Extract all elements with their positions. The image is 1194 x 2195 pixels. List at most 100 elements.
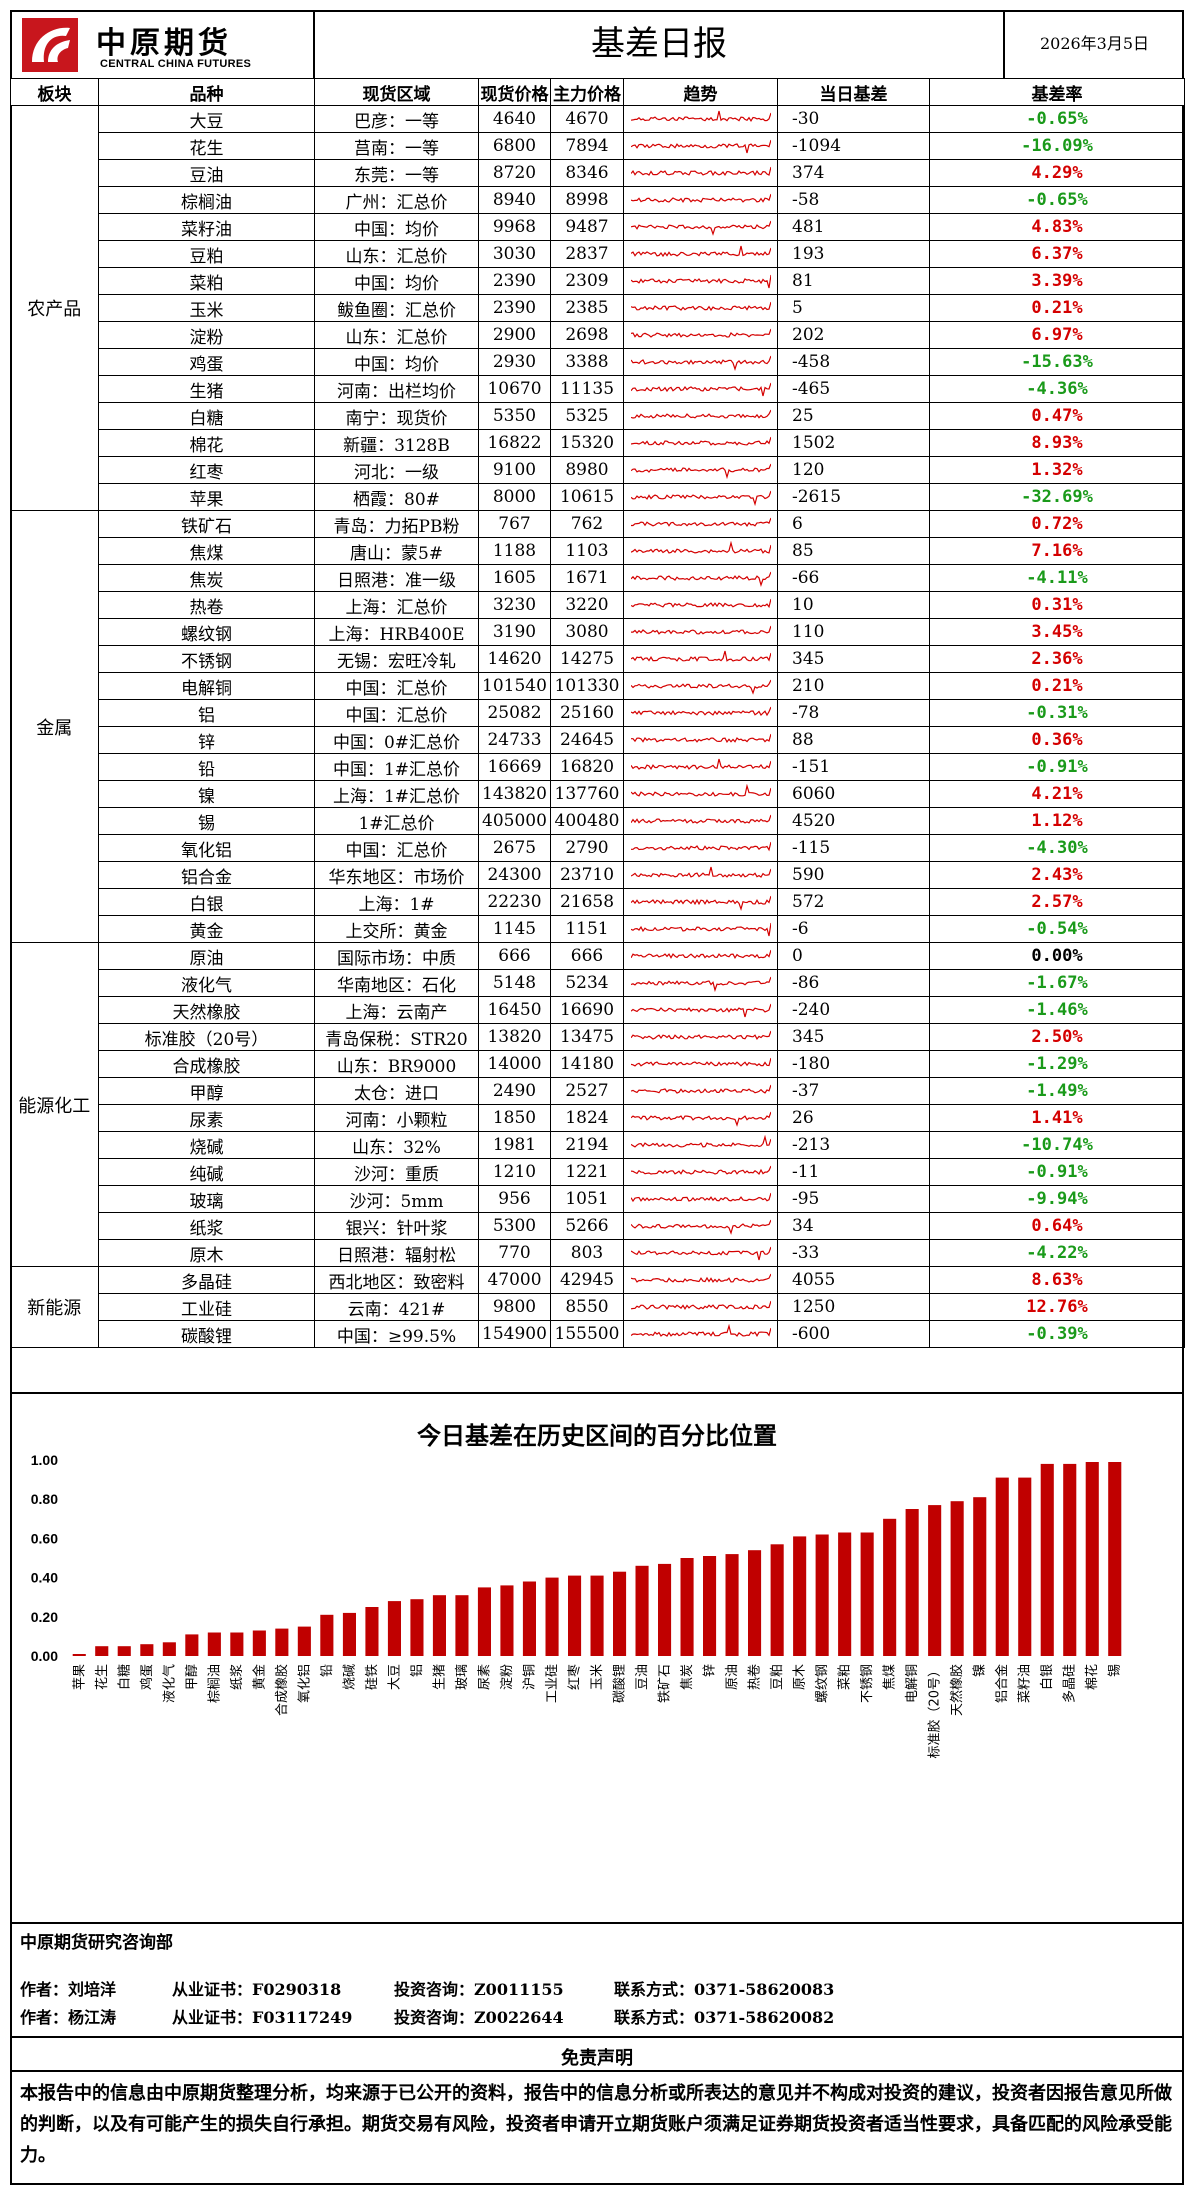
basis-rate-cell: -1.29% (929, 1050, 1185, 1078)
footer-divider (10, 1922, 1184, 1924)
trend-line (630, 1165, 771, 1175)
trend-line (630, 733, 771, 744)
spot-price-cell: 101540 (478, 672, 551, 700)
table-row: 玉米 鲅鱼圈：汇总价 2390 2385 5 0.21% (11, 294, 1185, 322)
trend-sparkline (630, 1057, 771, 1067)
table-row: 铅中国：1#汇总价 16669 16820 -151 -0.91% (11, 753, 1185, 781)
variety-cell: 黄金 (98, 915, 315, 943)
chart-bar (703, 1556, 717, 1656)
chart-bar (320, 1614, 334, 1656)
trend-sparkline (630, 571, 771, 587)
basis-cell: 193 (777, 240, 930, 268)
col-header-main: 主力价格 (550, 78, 624, 106)
y-tick-label: 1.00 (31, 1452, 58, 1468)
trend-sparkline (630, 220, 771, 236)
region-cell: 莒南：一等 (314, 132, 479, 160)
region-cell: 华南地区：石化 (314, 969, 479, 997)
main-price-cell: 1103 (550, 537, 624, 565)
trend-sparkline (630, 541, 771, 554)
table-row: 棕榈油 广州：汇总价 8940 8998 -58 -0.65% (11, 186, 1185, 214)
basis-cell: -213 (777, 1131, 930, 1159)
main-price-cell: 101330 (550, 672, 624, 700)
basis-rate-cell: 8.63% (929, 1266, 1185, 1294)
trend-cell (623, 888, 778, 916)
basis-cell: -37 (777, 1077, 930, 1105)
basis-rate-cell: -1.46% (929, 996, 1185, 1024)
variety-cell: 纯碱 (98, 1158, 315, 1186)
report-date: 2026年3月5日 (1039, 34, 1150, 53)
trend-cell (623, 402, 778, 430)
table-row: 豆粕 山东：汇总价 3030 2837 193 6.37% (11, 240, 1185, 268)
trend-cell (623, 807, 778, 835)
logo-text-cn: 中原期货 (96, 26, 232, 61)
spot-price-cell: 2930 (478, 348, 551, 376)
main-price-cell: 14180 (550, 1050, 624, 1078)
variety-cell: 白糖 (98, 402, 315, 430)
spot-price-cell: 24300 (478, 861, 551, 889)
x-tick-label: 菜籽油 (1018, 1664, 1033, 1703)
x-tick-label: 生猪 (432, 1664, 447, 1690)
disclaimer-title: 免责声明 (561, 2048, 633, 2069)
trend-sparkline (630, 949, 771, 959)
trend-line (630, 220, 771, 236)
x-tick-label: 烧碱 (342, 1664, 357, 1690)
basis-cell: 4520 (777, 807, 930, 835)
col-header-variety: 品种 (98, 78, 315, 106)
x-tick-label: 液化气 (161, 1664, 177, 1703)
trend-sparkline (630, 436, 771, 446)
trend-cell (623, 1266, 778, 1294)
chart-bar (252, 1630, 266, 1656)
region-cell: 山东：BR9000 (314, 1050, 479, 1078)
chart-bar (387, 1601, 401, 1656)
variety-cell: 锡 (98, 807, 315, 835)
basis-rate-cell: -15.63% (929, 348, 1185, 376)
variety-cell: 热卷 (98, 591, 315, 619)
y-tick-label: 0.20 (31, 1609, 58, 1625)
disclaimer-text: 本报告中的信息由中原期货整理分析，均来源于已公开的资料，报告中的信息分析或所表达… (20, 2083, 1172, 2166)
basis-rate-cell: 2.43% (929, 861, 1185, 889)
table-row: 合成橡胶 山东：BR9000 14000 14180 -180 -1.29% (11, 1050, 1185, 1078)
trend-cell (623, 105, 778, 133)
variety-cell: 碳酸锂 (98, 1320, 315, 1348)
basis-cell: -95 (777, 1185, 930, 1213)
trend-sparkline (630, 679, 771, 695)
chart-title: 今日基差在历史区间的百分比位置 (417, 1422, 777, 1450)
trend-line (630, 328, 771, 338)
chart-bar (1108, 1462, 1122, 1656)
x-tick-label: 玉米 (590, 1664, 605, 1690)
trend-cell (623, 1185, 778, 1213)
table-row: 纸浆 银兴：针叶浆 5300 5266 34 0.64% (11, 1212, 1185, 1240)
table-row: 焦煤 唐山：蒙5# 1188 1103 85 7.16% (11, 537, 1185, 565)
chart-bar (770, 1544, 784, 1656)
trend-line (630, 1192, 771, 1203)
trend-sparkline (630, 1324, 771, 1338)
chart-bar (613, 1571, 627, 1656)
basis-cell: -2615 (777, 483, 930, 511)
variety-cell: 标准胶（20号） (98, 1023, 315, 1051)
basis-cell: 85 (777, 537, 930, 565)
disclaimer-title-divider (10, 2070, 1184, 2072)
main-price-cell: 21658 (550, 888, 624, 916)
trend-cell (623, 645, 778, 673)
basis-cell: -151 (777, 753, 930, 781)
spot-price-cell: 5350 (478, 402, 551, 430)
table-row: 天然橡胶 上海：云南产 16450 16690 -240 -1.46% (11, 996, 1185, 1024)
trend-line (630, 895, 771, 912)
trend-line (630, 355, 771, 371)
variety-cell: 红枣 (98, 456, 315, 484)
spot-price-cell: 770 (478, 1239, 551, 1267)
main-price-cell: 1824 (550, 1104, 624, 1132)
trend-cell (623, 1212, 778, 1240)
col-header-trend: 趋势 (623, 78, 778, 106)
main-price-cell: 3388 (550, 348, 624, 376)
main-price-cell: 762 (550, 510, 624, 538)
basis-rate-cell: 0.47% (929, 402, 1185, 430)
basis-rate-cell: -0.91% (929, 1158, 1185, 1186)
table-row: 新能源 多晶硅 西北地区：致密料 47000 42945 4055 8.63% (10, 1266, 1185, 1348)
table-row: 棉花 新疆：3128B 16822 15320 1502 8.93% (11, 429, 1185, 457)
main-price-cell: 25160 (550, 699, 624, 727)
basis-cell: 6 (777, 510, 930, 538)
table-row: 菜粕 中国：均价 2390 2309 81 3.39% (11, 267, 1185, 295)
variety-cell: 焦煤 (98, 537, 315, 565)
variety-cell: 锌 (98, 726, 315, 754)
